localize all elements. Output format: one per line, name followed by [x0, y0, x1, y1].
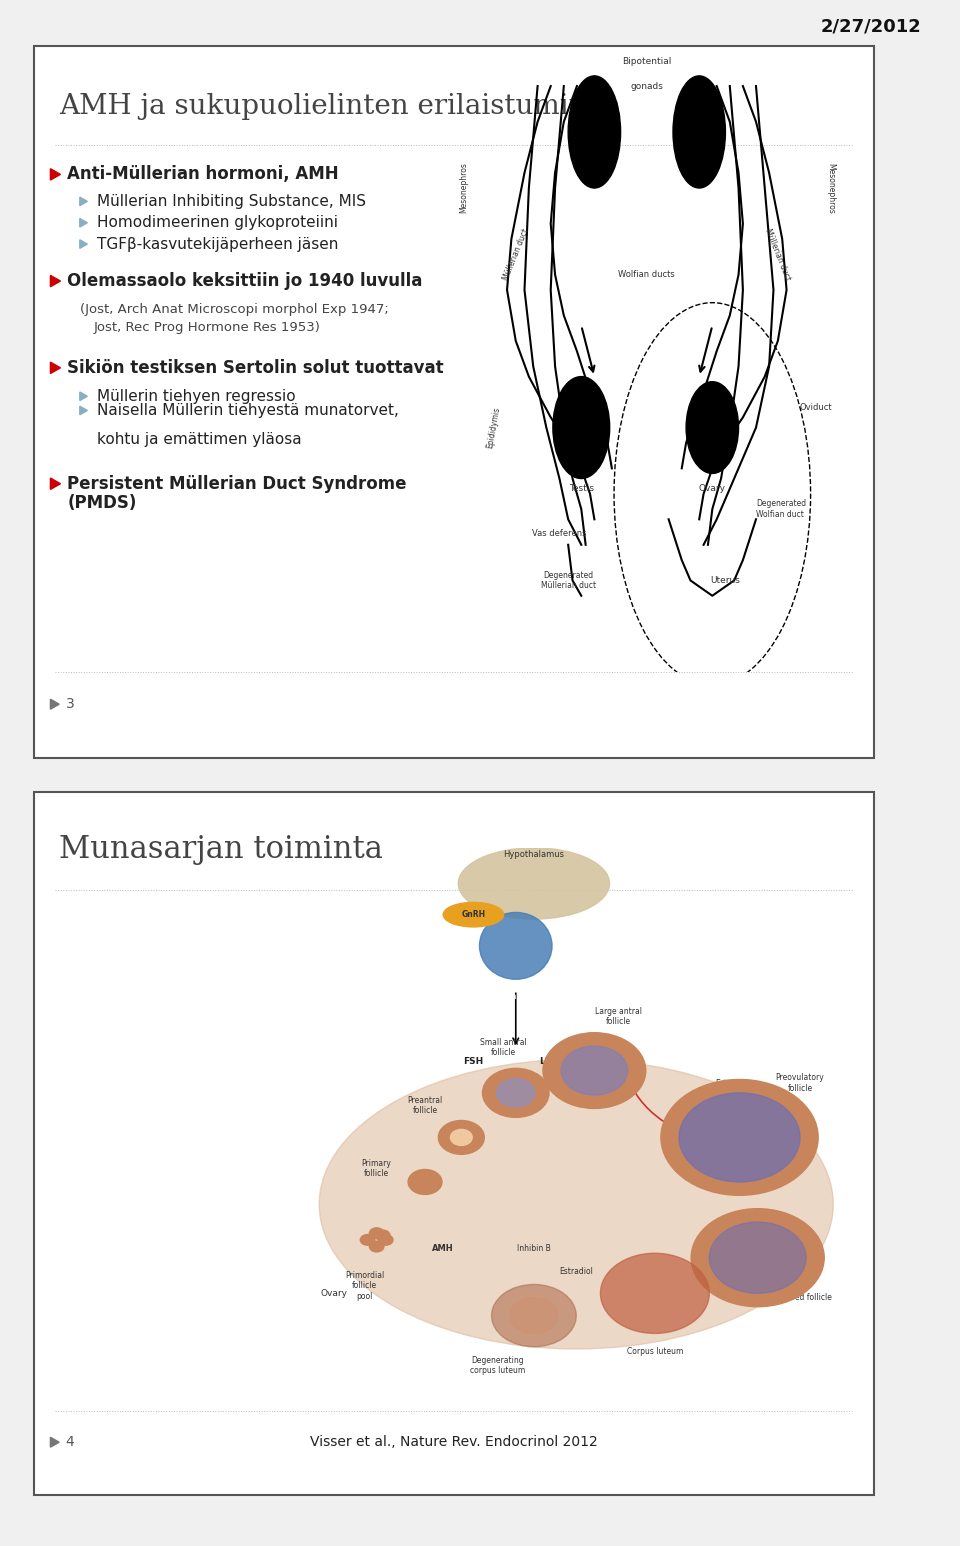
Text: Olemassaolo keksittiin jo 1940 luvulla: Olemassaolo keksittiin jo 1940 luvulla	[67, 272, 422, 291]
Text: Ovary: Ovary	[699, 484, 726, 493]
Text: GnRH: GnRH	[462, 911, 486, 920]
Circle shape	[543, 1033, 646, 1108]
Text: Degenerated
Müllerian duct: Degenerated Müllerian duct	[540, 570, 596, 591]
Text: Müllerian Inhibiting Substance, MIS: Müllerian Inhibiting Substance, MIS	[97, 193, 366, 209]
Ellipse shape	[458, 847, 610, 920]
Text: Degenerating
corpus luteum: Degenerating corpus luteum	[470, 1356, 525, 1374]
Text: Wolfian ducts: Wolfian ducts	[618, 271, 675, 280]
Text: Preantral
follicle: Preantral follicle	[407, 1096, 443, 1115]
Text: Bipotential: Bipotential	[622, 57, 671, 65]
Circle shape	[483, 1068, 549, 1118]
Text: AMH: AMH	[432, 1245, 454, 1254]
Text: 3: 3	[65, 697, 74, 711]
Text: Vas deferens: Vas deferens	[532, 529, 587, 538]
Polygon shape	[80, 407, 87, 414]
Text: (Jost, Arch Anat Microscopi morphol Exp 1947;: (Jost, Arch Anat Microscopi morphol Exp …	[80, 303, 389, 315]
Text: Oviduct: Oviduct	[800, 402, 832, 411]
Ellipse shape	[479, 912, 552, 979]
Text: 2/27/2012: 2/27/2012	[821, 17, 922, 36]
Text: FSH: FSH	[464, 1057, 484, 1067]
Text: Naisella Müllerin tiehyestä munatorvet,: Naisella Müllerin tiehyestä munatorvet,	[97, 404, 398, 417]
Text: Hypothalamus: Hypothalamus	[503, 850, 564, 860]
Text: Müllerian duct: Müllerian duct	[501, 227, 530, 281]
Text: (PMDS): (PMDS)	[67, 493, 136, 512]
Text: Estradiol: Estradiol	[560, 1266, 593, 1275]
Circle shape	[561, 1047, 628, 1095]
Text: Primordial
follicle
pool: Primordial follicle pool	[345, 1271, 384, 1300]
FancyBboxPatch shape	[34, 792, 874, 1495]
Circle shape	[496, 1079, 535, 1107]
Circle shape	[679, 1093, 800, 1183]
Text: Large antral
follicle: Large antral follicle	[595, 1006, 642, 1027]
Text: Ruptured follicle: Ruptured follicle	[769, 1294, 831, 1302]
Text: Homodimeerinen glykoproteiini: Homodimeerinen glykoproteiini	[97, 215, 338, 230]
Text: LH: LH	[540, 1057, 553, 1067]
Circle shape	[408, 1169, 442, 1195]
Text: Degenerated
Wolfian duct: Degenerated Wolfian duct	[756, 499, 806, 519]
Text: Preovulatory
follicle: Preovulatory follicle	[776, 1073, 825, 1093]
Circle shape	[709, 1221, 806, 1294]
Circle shape	[492, 1285, 576, 1347]
Text: Jost, Rec Prog Hormone Res 1953): Jost, Rec Prog Hormone Res 1953)	[94, 320, 321, 334]
Text: Mesonephros: Mesonephros	[826, 162, 835, 213]
Circle shape	[510, 1297, 558, 1334]
Polygon shape	[51, 1438, 60, 1447]
Ellipse shape	[686, 382, 738, 473]
Circle shape	[360, 1235, 374, 1245]
Ellipse shape	[673, 76, 726, 189]
Circle shape	[370, 1241, 384, 1252]
Polygon shape	[51, 275, 60, 286]
Text: Mesonephros: Mesonephros	[459, 162, 468, 213]
Text: Uterus: Uterus	[710, 577, 740, 584]
Text: Sikiön testiksen Sertolin solut tuottavat: Sikiön testiksen Sertolin solut tuottava…	[67, 359, 444, 377]
Text: AMH ja sukupuolielinten erilaistuminen: AMH ja sukupuolielinten erilaistuminen	[59, 93, 620, 119]
Text: Müllerian duct: Müllerian duct	[763, 227, 792, 281]
Text: Primary
follicle: Primary follicle	[362, 1160, 392, 1178]
Text: Testis: Testis	[568, 484, 594, 493]
Circle shape	[660, 1079, 818, 1195]
Polygon shape	[80, 198, 87, 206]
Text: kohtu ja emättimen yläosa: kohtu ja emättimen yläosa	[97, 433, 301, 447]
Text: Estradiol
Inhibin B: Estradiol Inhibin B	[715, 1079, 749, 1098]
Text: 4: 4	[65, 1435, 74, 1449]
Circle shape	[370, 1228, 384, 1238]
Ellipse shape	[568, 76, 620, 189]
Text: Müllerin tiehyen regressio: Müllerin tiehyen regressio	[97, 388, 296, 404]
Polygon shape	[80, 218, 87, 227]
Text: Pituitary
gland: Pituitary gland	[497, 982, 535, 1000]
FancyBboxPatch shape	[34, 46, 874, 758]
Text: Ovary: Ovary	[321, 1289, 348, 1297]
Circle shape	[691, 1209, 825, 1306]
Text: Anti-Müllerian hormoni, AMH: Anti-Müllerian hormoni, AMH	[67, 165, 339, 184]
Circle shape	[439, 1121, 484, 1155]
Polygon shape	[80, 393, 87, 400]
Polygon shape	[80, 240, 87, 249]
Circle shape	[378, 1235, 393, 1245]
Text: Inhibin B: Inhibin B	[517, 1245, 551, 1254]
Polygon shape	[51, 362, 60, 374]
Text: Munasarjan toiminta: Munasarjan toiminta	[59, 833, 383, 864]
Text: gonads: gonads	[631, 82, 663, 91]
Circle shape	[375, 1231, 390, 1241]
Polygon shape	[51, 478, 60, 490]
Text: Epididymis: Epididymis	[486, 407, 502, 448]
Text: Persistent Müllerian Duct Syndrome: Persistent Müllerian Duct Syndrome	[67, 475, 407, 493]
Ellipse shape	[444, 903, 504, 928]
Polygon shape	[51, 169, 60, 179]
Text: Corpus luteum: Corpus luteum	[627, 1347, 684, 1356]
Ellipse shape	[553, 377, 610, 479]
Circle shape	[450, 1130, 472, 1146]
Text: Small antral
follicle: Small antral follicle	[480, 1037, 527, 1057]
Polygon shape	[51, 699, 60, 710]
Circle shape	[600, 1254, 709, 1334]
Text: Visser et al., Nature Rev. Endocrinol 2012: Visser et al., Nature Rev. Endocrinol 20…	[310, 1435, 597, 1449]
Text: TGFβ-kasvutekijäperheen jäsen: TGFβ-kasvutekijäperheen jäsen	[97, 237, 338, 252]
Ellipse shape	[319, 1059, 833, 1350]
